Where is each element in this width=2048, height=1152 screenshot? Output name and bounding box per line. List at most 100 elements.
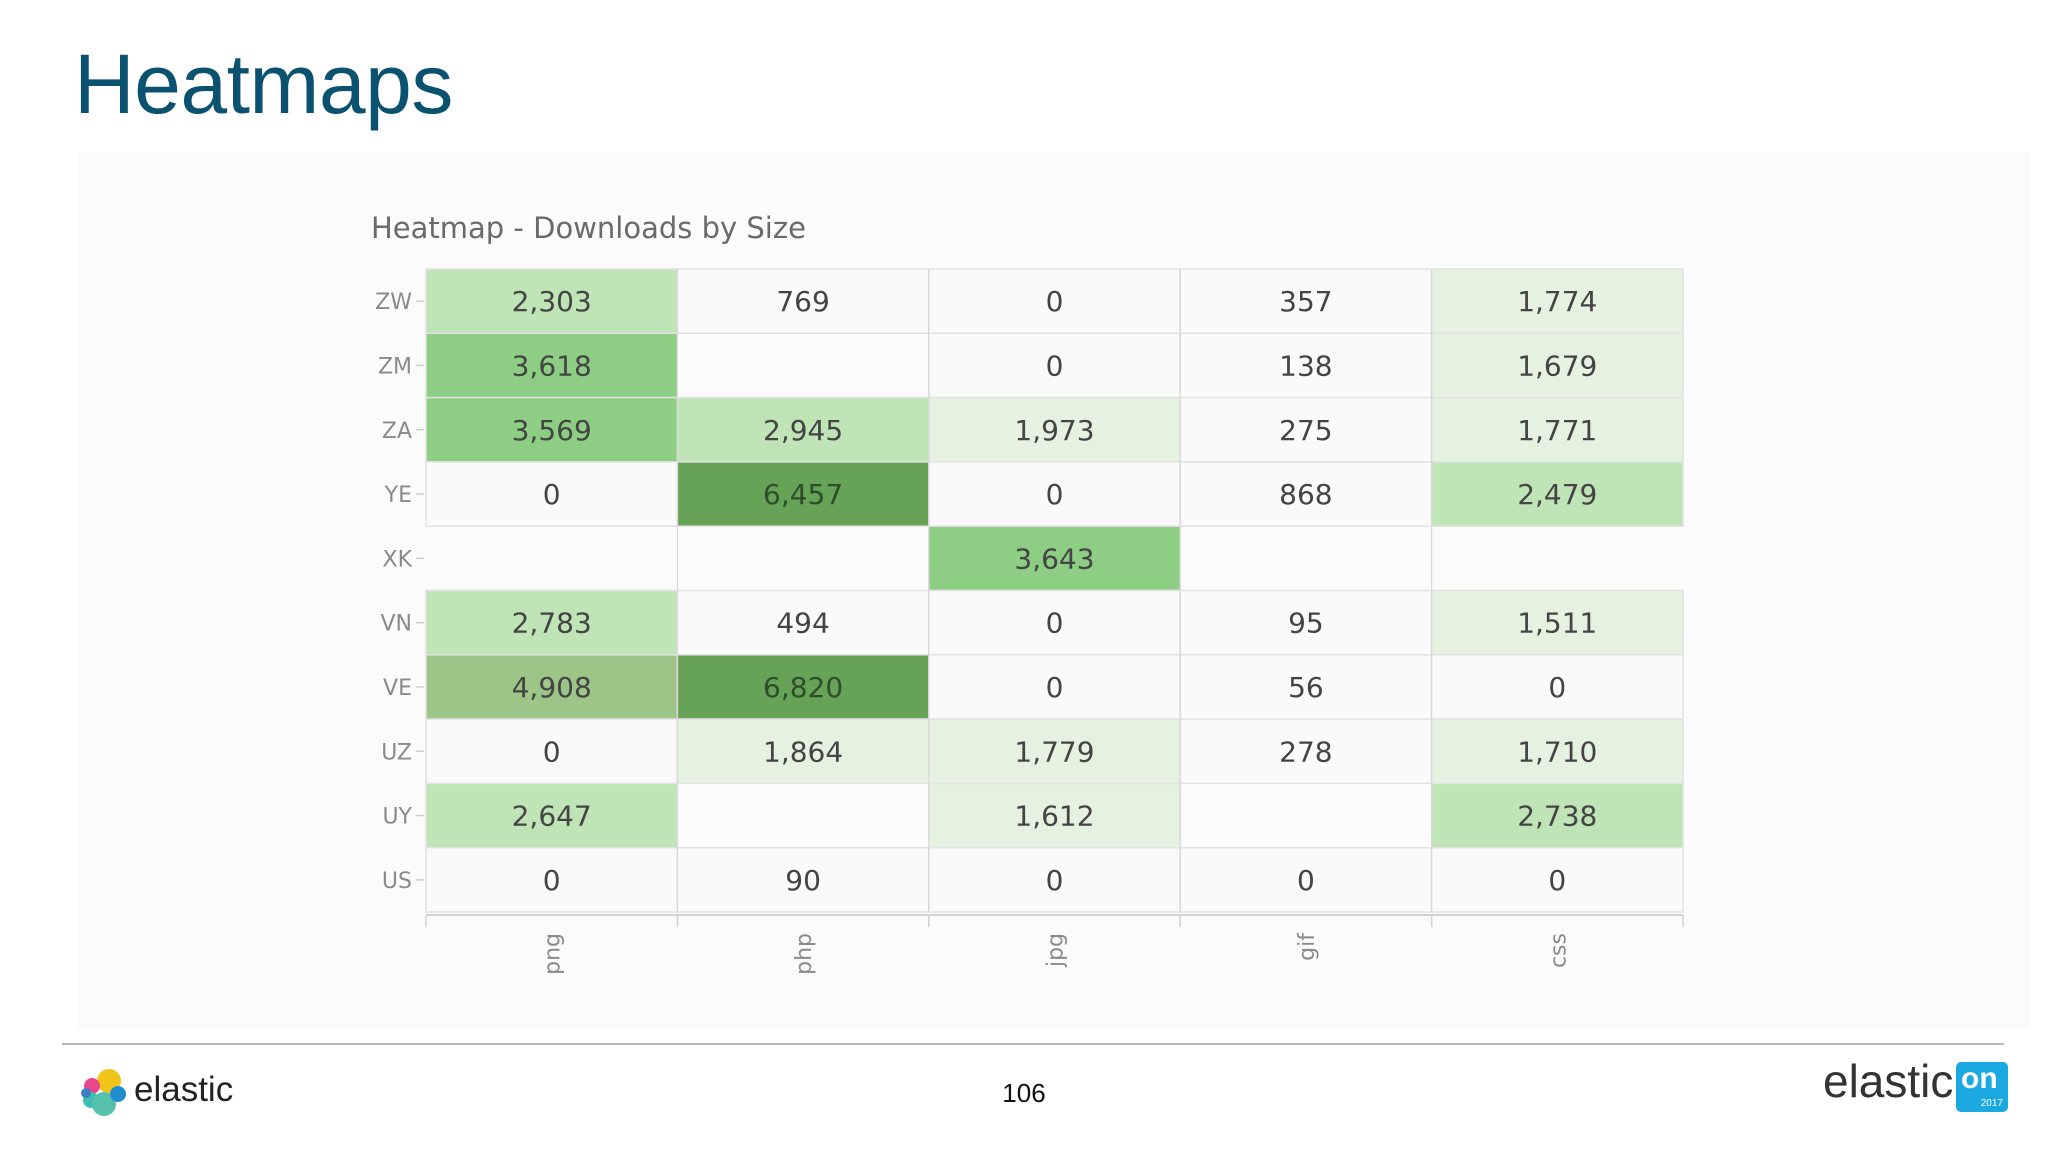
cell-value-label: 6,820 xyxy=(763,671,843,704)
cell-value-label: 0 xyxy=(543,478,561,511)
y-tick-label: ZW xyxy=(375,290,412,315)
y-tick-label: XK xyxy=(383,547,413,572)
cell-value-label: 3,569 xyxy=(512,414,592,447)
cell-value-label: 0 xyxy=(1297,864,1315,897)
x-tick-label: php xyxy=(792,933,817,975)
heatmap-cell[interactable] xyxy=(676,589,930,656)
cell-value-label: 4,908 xyxy=(512,671,592,704)
y-tick-label: ZM xyxy=(378,354,412,379)
y-tick-label: VE xyxy=(383,676,412,701)
heatmap-cell[interactable] xyxy=(676,654,930,720)
cell-value-label: 2,945 xyxy=(763,414,843,447)
cell-value-label: 0 xyxy=(1046,285,1064,318)
cell-value-label: 769 xyxy=(776,285,829,318)
cell-value-label: 2,647 xyxy=(512,800,592,833)
cell-value-label: 2,738 xyxy=(1517,800,1597,833)
heatmap-cell[interactable] xyxy=(425,718,679,785)
heatmap-cells xyxy=(425,268,1684,913)
heatmap-cell[interactable] xyxy=(928,268,1181,335)
x-axis: png php jpg gif css xyxy=(425,914,1684,975)
cell-value-label: 0 xyxy=(1046,671,1064,704)
cell-value-label: 0 xyxy=(1046,478,1064,511)
cell-value-label: 0 xyxy=(1046,349,1064,382)
elastic-on-year: 2017 xyxy=(1980,1098,2003,1109)
heatmap-cell[interactable] xyxy=(425,846,679,913)
heatmap-cell[interactable] xyxy=(676,846,930,913)
slide-title: Heatmaps xyxy=(74,37,453,131)
cell-value-label: 278 xyxy=(1279,735,1332,768)
cell-value-label: 0 xyxy=(543,735,561,768)
cell-value-label: 0 xyxy=(1046,864,1064,897)
heatmap-cell[interactable] xyxy=(1179,654,1433,720)
cell-value-label: 56 xyxy=(1288,671,1324,704)
cell-value-label: 0 xyxy=(1548,671,1566,704)
x-tick-label: css xyxy=(1546,933,1571,968)
cell-value-label: 0 xyxy=(1046,607,1064,640)
elastic-logo-text: elastic xyxy=(134,1070,234,1109)
heatmap-cell[interactable] xyxy=(1430,846,1684,913)
y-tick-label: UZ xyxy=(381,740,412,765)
heatmap-cell[interactable] xyxy=(928,654,1181,720)
elastic-on-badge-text: on xyxy=(1961,1062,1998,1095)
cell-value-label: 868 xyxy=(1279,478,1332,511)
heatmap-cell[interactable] xyxy=(1430,396,1684,463)
y-axis: ZW ZM ZA YE XK VN VE UZ UY US xyxy=(375,290,424,894)
cell-value-label: 1,864 xyxy=(763,735,843,768)
page-number: 106 xyxy=(1002,1078,1046,1108)
cell-value-label: 357 xyxy=(1279,285,1332,318)
heatmap-cell[interactable] xyxy=(928,589,1181,656)
heatmap-cell[interactable] xyxy=(928,846,1181,913)
cell-value-label: 1,679 xyxy=(1517,349,1597,382)
heatmap-cell[interactable] xyxy=(1430,654,1684,720)
y-tick-label: ZA xyxy=(382,419,412,444)
heatmap-cell[interactable] xyxy=(425,396,679,463)
y-tick-label: YE xyxy=(384,483,412,508)
cell-value-label: 3,643 xyxy=(1014,542,1094,575)
heatmap-cell[interactable] xyxy=(676,268,930,335)
cell-value-label: 494 xyxy=(776,607,829,640)
heatmap-cell[interactable] xyxy=(1179,718,1433,785)
heatmap-cell[interactable] xyxy=(928,782,1181,849)
heatmap-cell[interactable] xyxy=(1430,782,1684,849)
cell-value-label: 1,612 xyxy=(1014,800,1094,833)
cell-value-label: 90 xyxy=(785,864,821,897)
elastic-on-badge: on 2017 xyxy=(1956,1062,2008,1112)
cell-value-label: 6,457 xyxy=(763,478,843,511)
cell-value-label: 1,710 xyxy=(1517,735,1597,768)
cell-value-label: 1,973 xyxy=(1014,414,1094,447)
chart-panel: Heatmap - Downloads by Size 2,303 769 0 357… xyxy=(78,152,2030,1030)
cell-value-labels: 2,303 769 0 357 1,774 3,618 0 138 1,679 3,569 2,94… xyxy=(512,285,1598,897)
x-tick-label: gif xyxy=(1295,932,1320,961)
x-tick-label: jpg xyxy=(1044,933,1069,968)
cell-value-label: 0 xyxy=(1548,864,1566,897)
cell-value-label: 1,774 xyxy=(1517,285,1597,318)
cell-value-label: 2,303 xyxy=(512,285,592,318)
cell-value-label: 0 xyxy=(543,864,561,897)
y-tick-label: US xyxy=(382,869,412,894)
heatmap-cell[interactable] xyxy=(425,782,679,849)
heatmap-cell[interactable] xyxy=(928,396,1181,463)
y-tick-label: UY xyxy=(382,805,412,830)
elastic-logo-icon xyxy=(81,1069,126,1116)
cell-value-label: 138 xyxy=(1279,349,1332,382)
chart-title: Heatmap - Downloads by Size xyxy=(371,211,806,245)
cell-value-label: 1,511 xyxy=(1517,607,1597,640)
x-tick-label: png xyxy=(541,933,566,975)
heatmap-cell[interactable] xyxy=(1179,268,1433,335)
cell-value-label: 3,618 xyxy=(512,349,592,382)
elastic-logo: elastic xyxy=(80,1066,280,1118)
heatmap-chart: Heatmap - Downloads by Size 2,303 769 0 357… xyxy=(371,211,1684,975)
heatmap-cell[interactable] xyxy=(425,589,679,656)
footer-divider xyxy=(62,1043,2004,1045)
cell-value-label: 1,779 xyxy=(1014,735,1094,768)
cell-value-label: 1,771 xyxy=(1517,414,1597,447)
heatmap-cell[interactable] xyxy=(1179,846,1433,913)
heatmap-cell[interactable] xyxy=(928,525,1181,592)
heatmap-cell[interactable] xyxy=(425,268,679,335)
heatmap-cell[interactable] xyxy=(1430,461,1684,527)
heatmap-cell[interactable] xyxy=(1430,589,1684,656)
elastic-on-logo: elastic on 2017 xyxy=(1820,1058,2020,1118)
heatmap-cell[interactable] xyxy=(425,332,679,399)
cell-value-label: 2,479 xyxy=(1517,478,1597,511)
cell-value-label: 275 xyxy=(1279,414,1332,447)
